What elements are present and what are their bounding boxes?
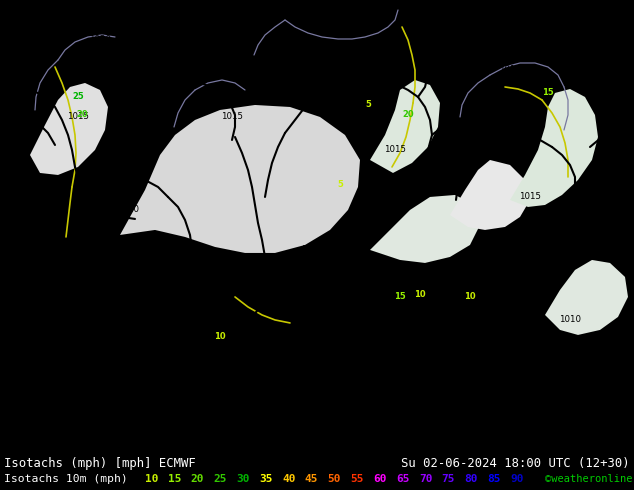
Text: 10: 10 [464, 293, 476, 301]
Text: 45: 45 [305, 474, 318, 484]
Text: 65: 65 [396, 474, 410, 484]
Text: 50: 50 [328, 474, 341, 484]
Polygon shape [370, 80, 440, 173]
Polygon shape [30, 83, 108, 175]
Text: 1015: 1015 [221, 113, 243, 122]
Text: 60: 60 [373, 474, 387, 484]
Text: 15: 15 [168, 474, 181, 484]
Text: 80: 80 [465, 474, 478, 484]
Polygon shape [545, 260, 628, 335]
Text: 15: 15 [394, 293, 406, 301]
Text: 75: 75 [442, 474, 455, 484]
Text: Su 02-06-2024 18:00 UTC (12+30): Su 02-06-2024 18:00 UTC (12+30) [401, 457, 630, 470]
Text: 5: 5 [337, 180, 343, 190]
Text: 15: 15 [542, 89, 554, 98]
Polygon shape [510, 89, 598, 207]
Text: 1015: 1015 [384, 146, 406, 154]
Text: 10: 10 [214, 332, 226, 342]
Text: 70: 70 [419, 474, 432, 484]
Polygon shape [120, 105, 360, 253]
Text: ©weatheronline.co.uk: ©weatheronline.co.uk [545, 474, 634, 484]
Polygon shape [370, 195, 480, 263]
Text: 1015: 1015 [499, 66, 521, 74]
Text: 25: 25 [72, 93, 84, 101]
Text: 1005: 1005 [101, 330, 123, 340]
Text: 20: 20 [76, 110, 88, 120]
Text: 30: 30 [236, 474, 250, 484]
Text: Isotachs (mph) [mph] ECMWF: Isotachs (mph) [mph] ECMWF [4, 457, 196, 470]
Text: 1015: 1015 [314, 19, 336, 27]
Text: 1010: 1010 [461, 352, 483, 362]
Text: 1005: 1005 [101, 266, 123, 274]
Text: 1018: 1018 [301, 245, 323, 254]
Text: 90: 90 [510, 474, 524, 484]
Text: 10: 10 [145, 474, 158, 484]
Text: 20: 20 [191, 474, 204, 484]
Text: 1010: 1010 [354, 355, 376, 365]
Text: 10: 10 [414, 291, 426, 299]
Text: 20: 20 [402, 110, 414, 120]
Text: 1010: 1010 [117, 205, 139, 215]
Text: Isotachs 10m (mph): Isotachs 10m (mph) [4, 474, 127, 484]
Text: 1010: 1010 [559, 316, 581, 324]
Text: 1015: 1015 [519, 193, 541, 201]
Text: 5: 5 [365, 100, 371, 109]
Text: 1015: 1015 [67, 113, 89, 122]
Text: 85: 85 [488, 474, 501, 484]
Text: 1020: 1020 [89, 35, 111, 45]
Text: 25: 25 [214, 474, 227, 484]
Text: 1010: 1010 [284, 345, 306, 354]
Text: 1005: 1005 [117, 355, 139, 365]
Text: 55: 55 [351, 474, 364, 484]
Text: 40: 40 [282, 474, 295, 484]
Text: 35: 35 [259, 474, 273, 484]
Polygon shape [450, 160, 530, 230]
